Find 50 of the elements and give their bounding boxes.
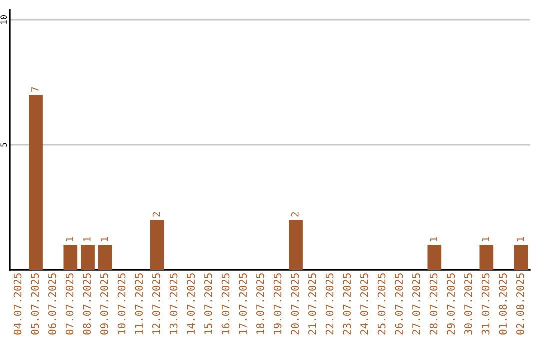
data-label: 2 [291,212,299,217]
bar [64,245,78,270]
x-tick-label: 02.08.2025 [516,274,524,335]
bar [514,245,528,270]
x-tick-label: 14.07.2025 [187,274,196,334]
x-tick-label: 12.07.2025 [152,274,160,334]
x-tick-label: 24.07.2025 [360,274,368,335]
x-tick-label: 16.07.2025 [222,274,230,334]
data-label: 1 [84,237,91,242]
x-tick-label: 29.07.2025 [447,274,456,335]
data-label: 1 [516,237,524,242]
x-tick-label: 15.07.2025 [204,274,212,334]
bar [29,95,43,270]
x-tick-label: 19.07.2025 [274,274,282,334]
x-tick-label: 10.07.2025 [118,274,126,334]
bar [289,220,303,270]
x-tick-label: 06.07.2025 [48,274,56,335]
x-tick-label: 04.07.2025 [14,274,22,335]
x-tick-label: 31.07.2025 [482,274,490,335]
x-tick-label: 09.07.2025 [100,274,108,335]
x-tick-label: 30.07.2025 [464,274,472,335]
bar [150,220,164,270]
bar [81,245,95,270]
bar [98,245,112,270]
data-label: 2 [152,212,160,217]
x-tick-label: 08.07.2025 [83,274,92,335]
x-tick-label: 01.08.2025 [499,274,508,335]
x-tick-label: 07.07.2025 [66,274,74,335]
x-tick-label: 13.07.2025 [170,274,178,334]
x-tick-label: 05.07.2025 [31,274,40,335]
bar [480,245,494,270]
y-tick-label: 5 [0,143,7,147]
data-label: 1 [482,237,490,242]
x-tick-label: 23.07.2025 [343,274,352,335]
bar [428,245,442,270]
x-tick-label: 17.07.2025 [239,274,248,334]
x-tick-label: 18.07.2025 [256,274,264,334]
data-label: 1 [66,237,74,242]
data-label: 7 [32,87,39,92]
x-tick-label: 21.07.2025 [308,274,316,335]
x-tick-label: 28.07.2025 [430,274,438,335]
data-label: 1 [430,237,438,242]
x-tick-label: 26.07.2025 [395,274,404,335]
x-tick-label: 25.07.2025 [378,274,386,335]
x-tick-label: 20.07.2025 [291,274,300,335]
x-tick-label: 27.07.2025 [412,274,420,335]
x-tick-label: 22.07.2025 [326,274,334,335]
data-label: 1 [100,237,108,242]
y-tick-label: 10 [0,16,7,24]
x-tick-label: 11.07.2025 [135,274,144,334]
